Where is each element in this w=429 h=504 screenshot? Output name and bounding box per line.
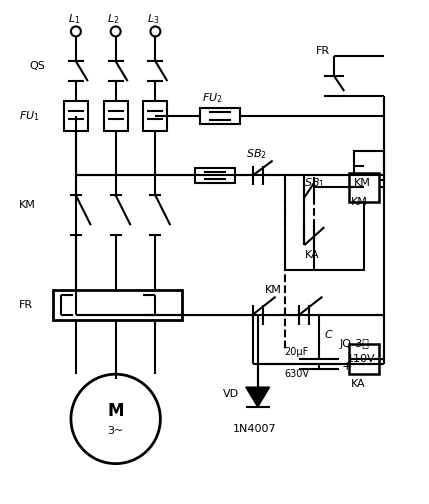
- Text: KM: KM: [351, 198, 368, 207]
- Circle shape: [71, 27, 81, 36]
- Bar: [53, 290, 182, 320]
- Text: $C$: $C$: [324, 329, 334, 341]
- Text: $L_1$: $L_1$: [68, 13, 80, 26]
- Circle shape: [71, 374, 160, 464]
- Bar: [195, 167, 235, 183]
- Bar: [284, 175, 364, 270]
- Text: $SB_2$: $SB_2$: [246, 147, 267, 161]
- Text: M: M: [107, 402, 124, 420]
- Bar: [143, 101, 167, 131]
- Bar: [104, 101, 127, 131]
- Text: $FU_2$: $FU_2$: [202, 91, 223, 105]
- Polygon shape: [246, 387, 270, 407]
- Text: 3~: 3~: [108, 426, 124, 436]
- Bar: [349, 172, 379, 202]
- Text: 1N4007: 1N4007: [233, 424, 277, 434]
- Text: FR: FR: [316, 46, 330, 56]
- Text: FR: FR: [19, 300, 33, 309]
- Text: KA: KA: [305, 250, 319, 260]
- Text: KM: KM: [354, 178, 371, 188]
- Bar: [200, 108, 240, 124]
- Text: $L_2$: $L_2$: [108, 13, 120, 26]
- Circle shape: [111, 27, 121, 36]
- Bar: [64, 101, 88, 131]
- Text: 630V: 630V: [284, 369, 310, 379]
- Text: $L_3$: $L_3$: [147, 13, 160, 26]
- Text: JQ-3型: JQ-3型: [339, 339, 369, 349]
- Text: $FU_1$: $FU_1$: [19, 109, 40, 123]
- Text: +: +: [341, 360, 352, 373]
- Text: KA: KA: [351, 379, 366, 389]
- Text: KM: KM: [265, 285, 281, 295]
- Text: $SB_1$: $SB_1$: [305, 176, 325, 191]
- Text: 110V: 110V: [347, 354, 376, 364]
- Text: QS: QS: [29, 61, 45, 71]
- Text: VD: VD: [223, 389, 239, 399]
- Bar: [354, 151, 384, 180]
- Text: 20μF: 20μF: [284, 347, 309, 357]
- Text: KM: KM: [19, 200, 36, 210]
- Bar: [349, 344, 379, 374]
- Circle shape: [151, 27, 160, 36]
